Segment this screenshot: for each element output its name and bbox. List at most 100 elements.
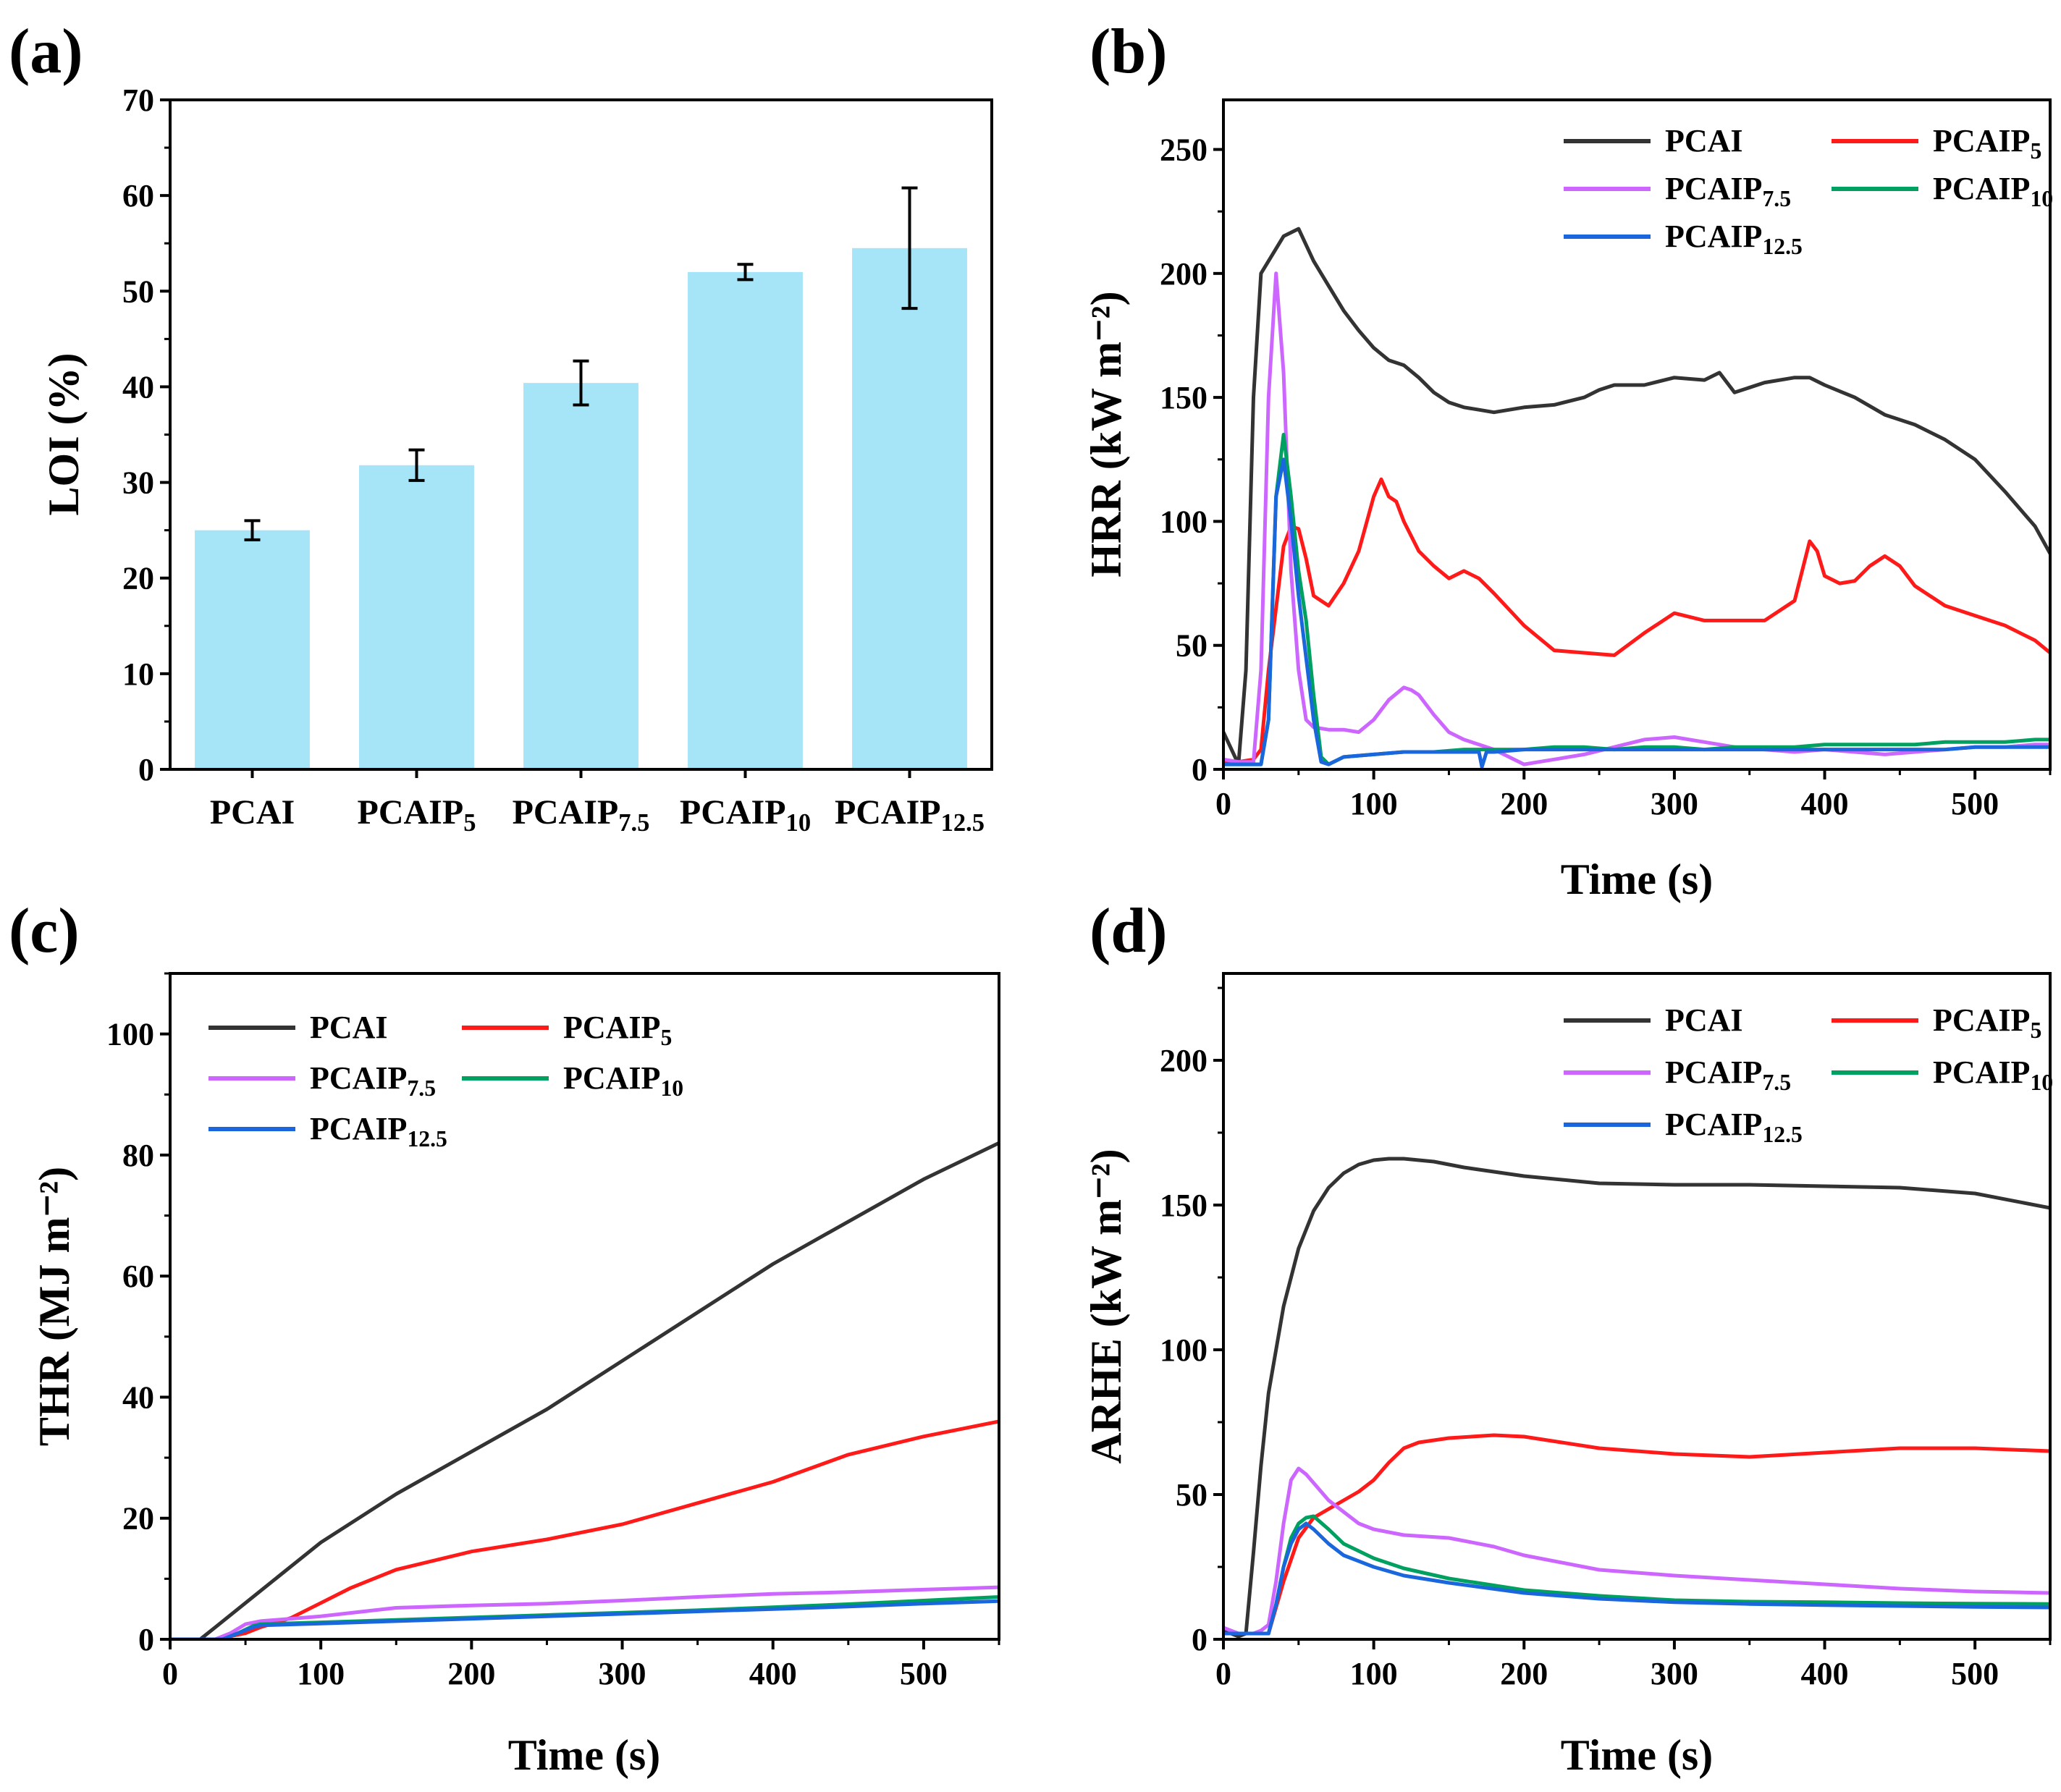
legend-item-PCAIP12.5: PCAIP12.5: [1564, 219, 1803, 259]
error-bar-PCAIP12.5: [901, 186, 918, 310]
panel-c-thr-chart: (c) 0 100 200 300 400 500 0 20 40 60 80 100 PCAI PC…: [9, 896, 1000, 1779]
y-tick-label: 30: [122, 465, 154, 501]
legend-label: PCAIP12.5: [310, 1111, 447, 1151]
legend-item-PCAIP10: PCAIP10: [1832, 171, 2053, 211]
bar-PCAIP10: [688, 271, 803, 769]
y-tick-label: 20: [122, 1501, 154, 1537]
bar-PCAIP7.5: [523, 383, 638, 769]
x-axis-categories-a: PCAI PCAIP5 PCAIP7.5 PCAIP10 PCAIP12.5: [210, 769, 985, 837]
legend-label: PCAI: [310, 1010, 388, 1045]
y-tick-label: 150: [1160, 380, 1207, 415]
x-tick-label: 500: [1951, 1656, 1999, 1691]
x-tick-label: 100: [1350, 1656, 1398, 1691]
panel-label-c: (c): [9, 896, 80, 966]
category-label-PCAIP7.5: PCAIP7.5: [513, 793, 650, 837]
y-tick-label: 60: [122, 1259, 154, 1294]
plot-frame-b: [1222, 98, 2052, 771]
series-line-PCAIP5: [1223, 1433, 2050, 1636]
y-axis-ticks-a: 0 10 20 30 40 50 60 70: [122, 83, 170, 787]
y-tick-label: 20: [122, 561, 154, 596]
category-label-PCAIP5: PCAIP5: [358, 793, 476, 837]
y-tick-label: 0: [138, 1622, 154, 1657]
y-tick-label: 40: [122, 369, 154, 405]
legend-label: PCAIP10: [563, 1060, 683, 1101]
x-tick-label: 400: [1801, 786, 1849, 821]
series-line-PCAIP10: [1223, 433, 2050, 766]
error-bar-PCAI: [244, 519, 261, 541]
panel-b-hrr-chart: (b) 0 100 200 300 400 500 0 50 100 150 200 250 PCA…: [1082, 17, 2053, 903]
x-tick-label: 300: [1651, 1656, 1698, 1691]
error-bar-PCAIP5: [408, 448, 425, 482]
series-lines-d: [1223, 1157, 2050, 1639]
series-line-PCAIP10: [1223, 1514, 2050, 1636]
panel-label-b: (b): [1089, 17, 1168, 87]
y-axis-ticks-c: 0 20 40 60 80 100: [106, 972, 170, 1657]
x-tick-label: 0: [1215, 1656, 1231, 1691]
legend-label: PCAIP5: [563, 1010, 672, 1050]
x-tick-label: 200: [1500, 1656, 1548, 1691]
y-tick-label: 200: [1160, 1043, 1207, 1078]
legend-item-PCAI: PCAI: [1564, 123, 1743, 159]
legend-item-PCAIP10: PCAIP10: [462, 1060, 683, 1101]
legend-d: PCAI PCAIP5 PCAIP7.5 PCAIP10 PCAIP12.5: [1564, 1002, 2053, 1147]
y-tick-label: 100: [1160, 1332, 1207, 1368]
series-line-PCAIP7.5: [1223, 271, 2050, 766]
legend-item-PCAIP5: PCAIP5: [1832, 123, 2041, 164]
legend-item-PCAIP5: PCAIP5: [462, 1010, 672, 1050]
y-tick-label: 250: [1160, 132, 1207, 168]
y-tick-label: 0: [1192, 752, 1207, 787]
x-tick-label: 100: [1350, 786, 1398, 821]
y-tick-label: 70: [122, 83, 154, 118]
legend-item-PCAIP7.5: PCAIP7.5: [1564, 171, 1791, 211]
legend-item-PCAIP12.5: PCAIP12.5: [208, 1111, 447, 1151]
x-tick-label: 0: [1215, 786, 1231, 821]
series-line-PCAIP7.5: [170, 1585, 999, 1639]
legend-item-PCAI: PCAI: [208, 1010, 388, 1045]
y-tick-label: 80: [122, 1138, 154, 1173]
series-line-PCAIP5: [170, 1419, 999, 1639]
y-tick-label: 50: [122, 274, 154, 309]
x-tick-label: 100: [297, 1656, 345, 1691]
x-axis-title-c: Time (s): [508, 1731, 661, 1779]
x-axis-ticks-b: 0 100 200 300 400 500: [1215, 769, 2052, 821]
x-tick-label: 300: [599, 1656, 646, 1691]
series-line-PCAI: [170, 1141, 999, 1639]
legend-label: PCAIP12.5: [1665, 219, 1803, 259]
y-tick-label: 100: [106, 1017, 154, 1052]
legend-item-PCAIP7.5: PCAIP7.5: [208, 1060, 436, 1101]
x-tick-label: 500: [1951, 786, 1999, 821]
x-tick-label: 300: [1651, 786, 1698, 821]
error-bar-PCAIP7.5: [573, 359, 589, 407]
x-tick-label: 500: [900, 1656, 948, 1691]
legend-item-PCAIP12.5: PCAIP12.5: [1564, 1107, 1803, 1147]
x-axis-title-d: Time (s): [1561, 1731, 1714, 1779]
y-axis-title-c: THR (MJ m⁻²): [30, 1167, 78, 1446]
legend-item-PCAI: PCAI: [1564, 1002, 1743, 1038]
x-tick-label: 400: [749, 1656, 797, 1691]
legend-b: PCAI PCAIP5 PCAIP7.5 PCAIP10 PCAIP12.5: [1564, 123, 2053, 259]
legend-item-PCAIP10: PCAIP10: [1832, 1055, 2053, 1095]
bar-PCAI: [195, 530, 310, 769]
y-tick-label: 200: [1160, 256, 1207, 292]
x-tick-label: 200: [1500, 786, 1548, 821]
series-lines-b: [1223, 227, 2050, 769]
x-axis-ticks-d: 0 100 200 300 400 500: [1215, 1639, 2052, 1691]
panel-label-d: (d): [1089, 896, 1168, 966]
x-tick-label: 400: [1801, 1656, 1849, 1691]
legend-item-PCAIP5: PCAIP5: [1832, 1002, 2041, 1043]
legend-item-PCAIP7.5: PCAIP7.5: [1564, 1055, 1791, 1095]
y-tick-label: 40: [122, 1379, 154, 1415]
legend-label: PCAIP7.5: [1665, 171, 1791, 211]
plot-frame-d: [1222, 972, 2052, 1641]
y-tick-label: 0: [1192, 1622, 1207, 1657]
x-axis-title-b: Time (s): [1561, 855, 1714, 903]
y-axis-title-b: HRR (kW m⁻²): [1082, 291, 1130, 577]
legend-label: PCAIP7.5: [310, 1060, 436, 1101]
legend-label: PCAIP7.5: [1665, 1055, 1791, 1095]
series-line-PCAI: [1223, 227, 2050, 766]
x-tick-label: 200: [447, 1656, 495, 1691]
series-line-PCAIP12.5: [170, 1599, 999, 1639]
